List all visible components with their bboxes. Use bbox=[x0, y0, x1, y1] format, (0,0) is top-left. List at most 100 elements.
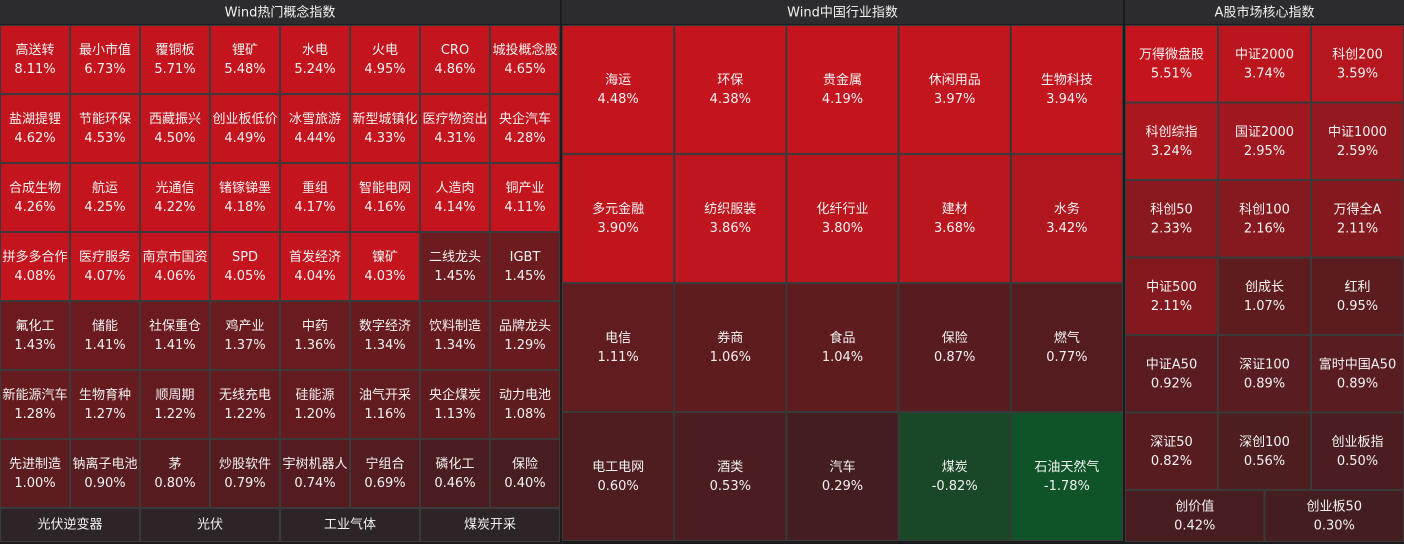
tile bbox=[1311, 102, 1404, 180]
tile bbox=[1125, 335, 1218, 413]
tile bbox=[350, 301, 420, 370]
tile-name: 保险 bbox=[512, 457, 538, 472]
tile-name: 石油天然气 bbox=[1034, 459, 1099, 475]
tile bbox=[420, 94, 490, 163]
tile bbox=[0, 439, 70, 508]
panel-header bbox=[0, 0, 560, 24]
tile bbox=[280, 439, 350, 508]
tile-name: 中证A50 bbox=[1146, 357, 1197, 372]
tile-value: 4.31% bbox=[434, 131, 475, 146]
tile bbox=[70, 439, 140, 508]
tile bbox=[490, 439, 560, 508]
tile-value: -0.82% bbox=[932, 479, 978, 494]
tile-value: 0.46% bbox=[434, 476, 475, 491]
tile-name: 新能源汽车 bbox=[2, 387, 67, 403]
tile-value: 0.40% bbox=[504, 476, 545, 491]
tile-name: 深证50 bbox=[1150, 435, 1193, 450]
tile bbox=[280, 370, 350, 439]
tile bbox=[420, 439, 490, 508]
tile-name: 万得微盘股 bbox=[1139, 46, 1204, 62]
tile bbox=[0, 94, 70, 163]
tile bbox=[140, 439, 210, 508]
tile bbox=[1218, 102, 1311, 180]
tile-value: 0.92% bbox=[1151, 376, 1192, 391]
tile-value: 4.38% bbox=[710, 92, 751, 107]
tile-name: 燃气 bbox=[1054, 330, 1080, 346]
tile-name: 人造肉 bbox=[435, 181, 474, 196]
panel-title: Wind中国行业指数 bbox=[787, 6, 898, 21]
tile-value: 4.65% bbox=[504, 62, 545, 77]
tile bbox=[0, 232, 70, 301]
tile-name: 化纤行业 bbox=[816, 202, 868, 217]
tile-name: 饮料制造 bbox=[429, 319, 481, 334]
tile bbox=[490, 301, 560, 370]
tile-value: 4.17% bbox=[294, 200, 335, 215]
tile-value: 1.16% bbox=[364, 407, 405, 422]
tile bbox=[350, 439, 420, 508]
tile-name: 最小市值 bbox=[79, 42, 131, 58]
tile-name: 生物科技 bbox=[1041, 73, 1093, 88]
tile-value: 1.22% bbox=[154, 407, 195, 422]
tile-name: 顺周期 bbox=[155, 388, 194, 403]
tile bbox=[210, 94, 280, 163]
tile bbox=[1125, 102, 1218, 180]
tile bbox=[674, 412, 787, 541]
tile bbox=[140, 94, 210, 163]
tile bbox=[1125, 257, 1218, 335]
tile-name: 休闲用品 bbox=[929, 73, 981, 88]
tile-name: 先进制造 bbox=[9, 457, 61, 472]
tile-name: SPD bbox=[232, 250, 258, 265]
tile-name: 航运 bbox=[92, 180, 118, 196]
tile bbox=[210, 301, 280, 370]
tile-value: 0.77% bbox=[1046, 350, 1087, 365]
tile-value: 1.29% bbox=[504, 338, 545, 353]
tile-value: 2.11% bbox=[1337, 221, 1378, 236]
tile-value: 2.95% bbox=[1244, 144, 1285, 159]
tile bbox=[490, 370, 560, 439]
tile-value: 4.33% bbox=[364, 131, 405, 146]
tile-name: 中证1000 bbox=[1328, 125, 1387, 140]
tile bbox=[420, 163, 490, 232]
tile bbox=[1218, 257, 1311, 335]
tile bbox=[1010, 154, 1123, 283]
tile bbox=[1311, 257, 1404, 335]
tile-value: 1.06% bbox=[710, 350, 751, 365]
tile-name: 覆铜板 bbox=[155, 43, 194, 58]
tile-value: 0.30% bbox=[1314, 519, 1355, 534]
tile bbox=[1218, 25, 1311, 103]
tile-name: 生物育种 bbox=[79, 387, 131, 403]
tile bbox=[70, 232, 140, 301]
tile-value: 4.03% bbox=[364, 269, 405, 284]
tile bbox=[1125, 180, 1218, 258]
tile-value: 5.71% bbox=[154, 62, 195, 77]
tile-value: 1.08% bbox=[504, 407, 545, 422]
tile-value: 0.80% bbox=[154, 476, 195, 491]
tile-value: 4.53% bbox=[84, 131, 125, 146]
tile bbox=[1311, 180, 1404, 258]
tile-name: 科创50 bbox=[1150, 202, 1193, 217]
tile-value: 0.53% bbox=[710, 479, 751, 494]
tile bbox=[1218, 412, 1311, 490]
tile-name: 钠离子电池 bbox=[72, 456, 137, 472]
tile bbox=[898, 412, 1011, 541]
tile-value: 4.28% bbox=[504, 131, 545, 146]
tile-name: 磷化工 bbox=[435, 457, 474, 472]
tile-value: 0.29% bbox=[822, 479, 863, 494]
tile bbox=[420, 370, 490, 439]
tile bbox=[674, 154, 787, 283]
tile-name: 科创100 bbox=[1239, 202, 1290, 217]
tile-value: 3.86% bbox=[710, 221, 751, 236]
tile-value: 1.34% bbox=[434, 338, 475, 353]
tile bbox=[0, 508, 140, 542]
tile bbox=[490, 25, 560, 94]
tile bbox=[786, 154, 899, 283]
tile-value: 3.42% bbox=[1046, 221, 1087, 236]
panel-header bbox=[562, 0, 1123, 24]
tile-name: 万得全A bbox=[1334, 201, 1382, 217]
tile bbox=[1010, 412, 1123, 541]
tile bbox=[280, 232, 350, 301]
tile-value: 4.19% bbox=[822, 92, 863, 107]
tile bbox=[70, 163, 140, 232]
tile-value: 3.24% bbox=[1151, 144, 1192, 159]
tile-value: 1.13% bbox=[434, 407, 475, 422]
